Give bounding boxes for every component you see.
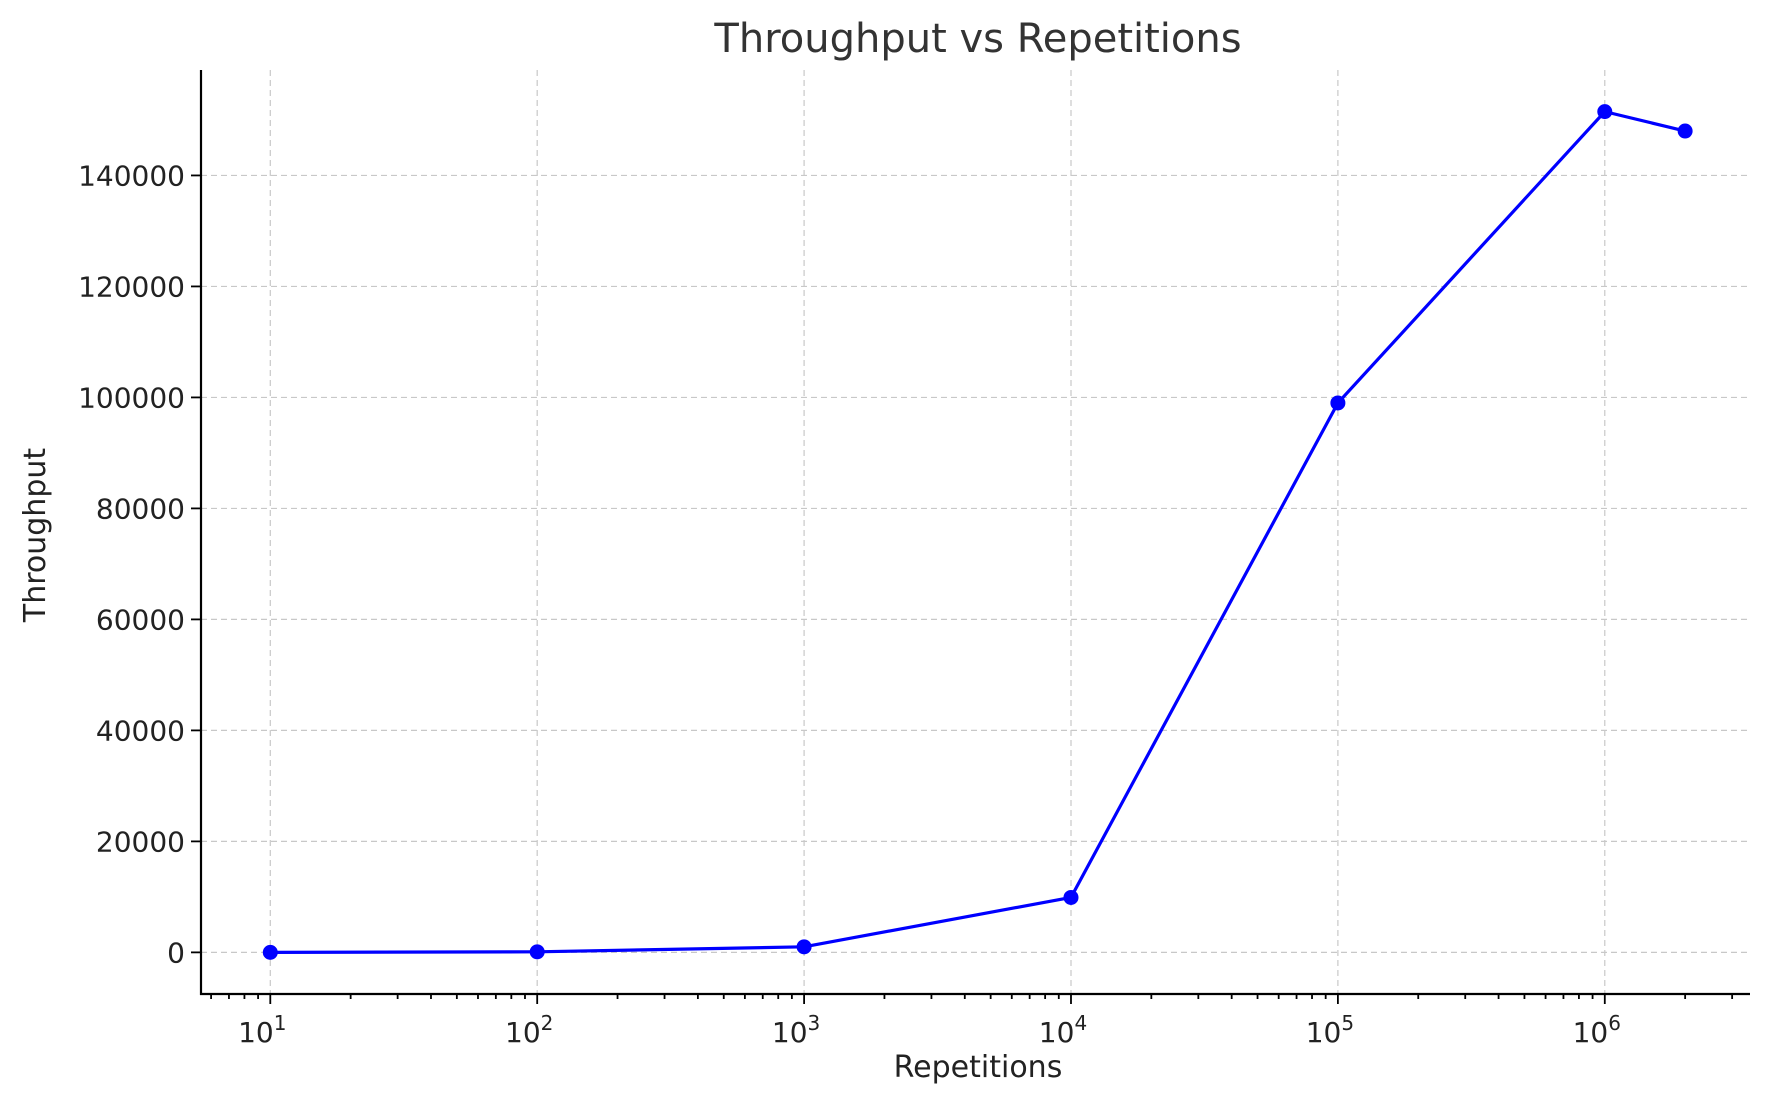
data-point [1597,104,1613,120]
data-point [529,944,545,960]
y-tick-label: 0 [167,936,185,969]
data-point [1063,889,1079,905]
y-tick-label: 100000 [78,381,185,414]
data-point [796,939,812,955]
chart-title: Throughput vs Repetitions [713,16,1241,62]
x-tick-label: 105 [1306,1011,1354,1049]
x-tick-label: 104 [1039,1011,1087,1049]
series-layer [262,104,1693,960]
x-tick-label: 106 [1573,1011,1621,1049]
x-axis-label: Repetitions [894,1050,1063,1085]
grid [201,70,1750,994]
y-tick-label: 60000 [96,603,185,636]
x-tick-label: 101 [238,1011,286,1049]
series-line [270,110,1686,954]
x-tick-label: 103 [772,1011,820,1049]
data-point [1677,123,1693,139]
y-tick-label: 140000 [78,159,185,192]
x-tick-label: 102 [505,1011,553,1049]
y-axis-label: Throughput [18,448,53,623]
y-tick-label: 20000 [96,825,185,858]
data-point [262,944,278,960]
y-tick-label: 40000 [96,714,185,747]
y-tick-label: 120000 [78,270,185,303]
y-tick-label: 80000 [96,492,185,525]
y-axis: 0 20000 40000 60000 80000 100000 120000 140000 [78,159,201,969]
data-point [1330,395,1346,411]
x-axis: 101 102 103 104 105 106 [210,994,1734,1049]
